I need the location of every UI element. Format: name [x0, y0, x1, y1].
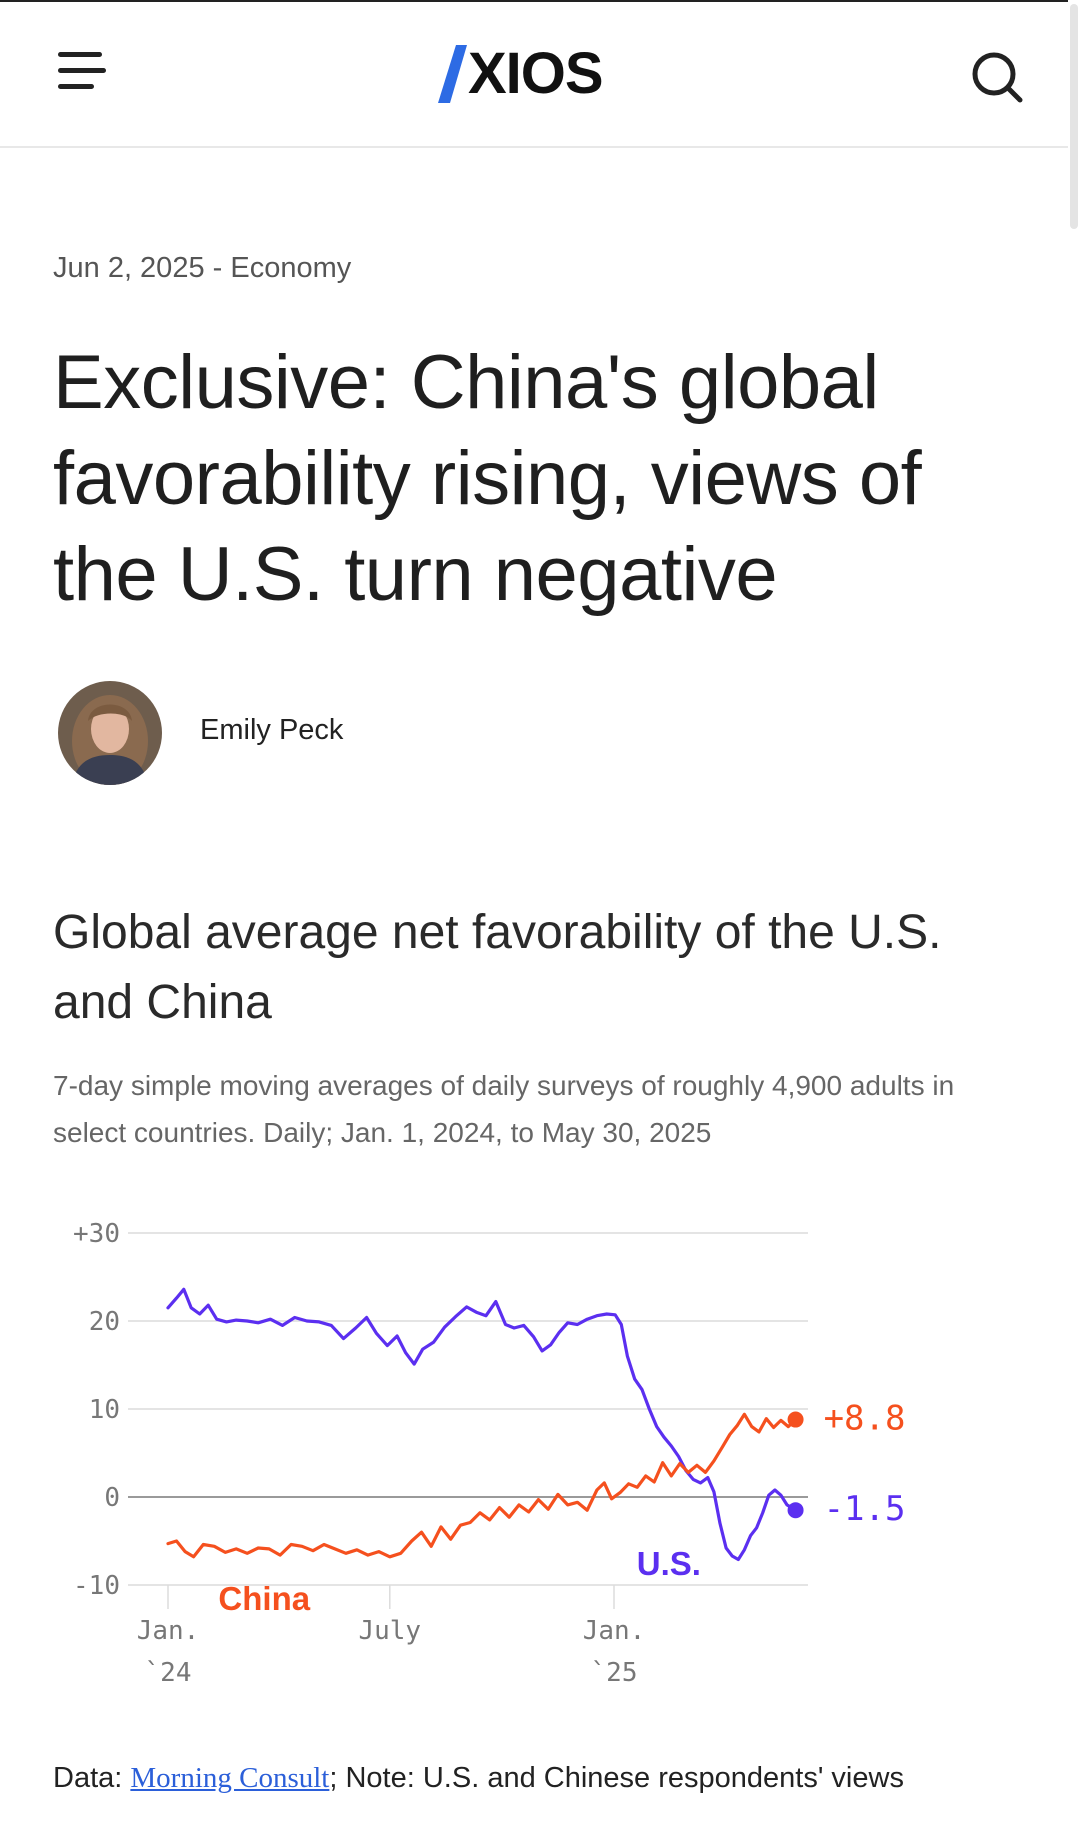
source-note: ; Note: U.S. and Chinese respondents' vi…	[329, 1762, 904, 1794]
article-meta: Jun 2, 2025 - Economy	[53, 252, 351, 285]
scrollbar-thumb[interactable]	[1070, 4, 1078, 229]
hamburger-icon-bar	[58, 68, 106, 73]
chart-source: Data: Morning Consult; Note: U.S. and Ch…	[53, 1762, 904, 1795]
hamburger-icon-bar	[58, 52, 102, 57]
series-line-china	[166, 1412, 798, 1559]
series-end-dot-us	[787, 1502, 804, 1519]
chart-title: Global average net favorability of the U…	[53, 906, 942, 1029]
author-photo	[58, 681, 162, 785]
series-line-us	[166, 1287, 798, 1562]
x-tick-label: Jan.	[137, 1616, 200, 1646]
search-icon	[972, 52, 1023, 103]
axios-logo[interactable]: XIOS	[438, 41, 604, 106]
x-tick-label-year: `25	[591, 1658, 638, 1688]
search-button[interactable]	[968, 48, 1028, 108]
scrollbar[interactable]	[1068, 0, 1080, 1826]
y-tick-label: -10	[73, 1571, 120, 1601]
y-tick-label: 10	[89, 1395, 120, 1425]
source-prefix: Data:	[53, 1762, 131, 1794]
logo-text: XIOS	[468, 41, 604, 106]
x-tick-label: July	[358, 1616, 421, 1646]
hamburger-icon-bar	[58, 84, 94, 89]
chart-subtitle: 7-day simple moving averages of daily su…	[53, 1070, 955, 1148]
section-link[interactable]: Economy	[230, 252, 352, 284]
series-end-label-us: -1.5	[824, 1489, 906, 1529]
publish-date: Jun 2, 2025	[53, 252, 205, 284]
source-link[interactable]: Morning Consult	[130, 1762, 330, 1794]
series-label-china: China	[218, 1580, 310, 1617]
x-tick-label: Jan.	[583, 1616, 646, 1646]
x-tick-label-year: `24	[145, 1658, 192, 1688]
logo-mark-icon	[438, 45, 467, 103]
y-tick-label: 20	[89, 1307, 120, 1337]
series-end-label-china: +8.8	[824, 1399, 906, 1439]
y-tick-label: 0	[104, 1483, 120, 1513]
site-header: XIOS	[0, 0, 1080, 148]
author-name[interactable]: Emily Peck	[200, 714, 344, 746]
series-end-dot-china	[787, 1411, 804, 1428]
meta-separator: -	[204, 252, 231, 284]
series-label-us: U.S.	[637, 1545, 701, 1582]
menu-button[interactable]	[58, 52, 108, 96]
author-avatar[interactable]	[58, 681, 162, 785]
y-tick-label: +30	[73, 1219, 120, 1249]
article-headline: Exclusive: China's global favorability r…	[53, 340, 922, 617]
favorability-line-chart: +30 20 10 0 -10 Jan. `24 July Jan. `25 -1.5 +8.8 U.S…	[73, 1219, 906, 1688]
